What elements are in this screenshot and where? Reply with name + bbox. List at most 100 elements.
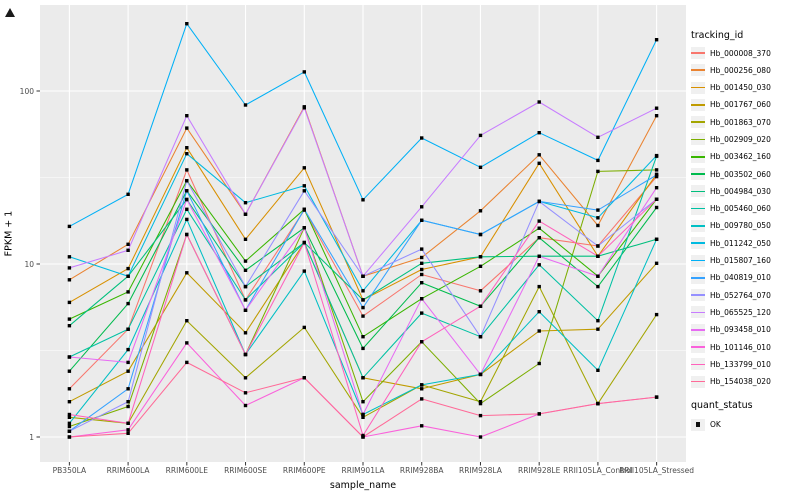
data-point bbox=[361, 346, 365, 351]
data-point bbox=[596, 401, 600, 406]
data-point bbox=[185, 360, 189, 365]
data-point bbox=[537, 284, 541, 289]
data-point bbox=[361, 298, 365, 302]
data-point bbox=[126, 428, 130, 432]
data-point bbox=[126, 421, 130, 425]
data-point bbox=[537, 361, 541, 366]
data-point bbox=[361, 335, 365, 339]
legend-label: Hb_133799_010 bbox=[710, 359, 771, 369]
legend-label: Hb_011242_050 bbox=[710, 238, 771, 248]
data-point bbox=[185, 207, 189, 211]
legend-key-line-icon bbox=[691, 104, 705, 106]
data-point bbox=[654, 38, 659, 42]
legend-label: Hb_002909_020 bbox=[710, 134, 771, 144]
legend-entry: Hb_003462_160 bbox=[691, 150, 799, 163]
data-point bbox=[420, 267, 424, 272]
data-point bbox=[67, 369, 72, 373]
data-point bbox=[126, 290, 130, 294]
data-point bbox=[420, 136, 424, 140]
legend-label: Hb_005460_060 bbox=[710, 204, 771, 214]
data-point bbox=[302, 207, 306, 211]
x-tick-label: RRIM928BA bbox=[399, 466, 444, 475]
legend-entry: Hb_001767_060 bbox=[691, 98, 799, 111]
x-tick-label: RRII105LA_Stressed bbox=[619, 466, 695, 475]
data-point bbox=[654, 312, 659, 317]
y-tick-label: 10 bbox=[24, 259, 34, 269]
data-point bbox=[596, 223, 600, 228]
data-point bbox=[478, 335, 483, 339]
legend-key bbox=[691, 116, 705, 129]
legend-label: Hb_065525_120 bbox=[710, 307, 771, 317]
data-point bbox=[126, 301, 130, 306]
data-point bbox=[654, 106, 659, 110]
data-point bbox=[478, 264, 483, 268]
legend-key bbox=[691, 254, 705, 267]
data-point bbox=[537, 412, 541, 416]
legend-key bbox=[691, 47, 705, 59]
x-tick-label: RRIM928LA bbox=[459, 466, 502, 475]
data-point bbox=[67, 424, 72, 429]
x-axis-title: sample_name bbox=[329, 480, 397, 491]
data-point bbox=[243, 268, 248, 272]
legend-entry: Hb_000256_080 bbox=[691, 64, 799, 77]
data-point bbox=[185, 179, 189, 183]
legend-key bbox=[691, 271, 705, 284]
legend-key bbox=[691, 168, 705, 181]
data-point bbox=[420, 205, 424, 209]
legend-key bbox=[691, 202, 705, 215]
data-point bbox=[126, 400, 130, 404]
data-point bbox=[185, 189, 189, 193]
y-tick-label: 100 bbox=[19, 86, 34, 96]
data-point bbox=[126, 192, 130, 196]
data-point bbox=[596, 274, 600, 278]
data-point bbox=[243, 352, 248, 357]
data-point bbox=[185, 126, 189, 130]
data-point bbox=[302, 240, 306, 245]
data-point bbox=[243, 212, 248, 216]
legend: tracking_id Hb_000008_370 Hb_000256_080 Hb… bbox=[691, 30, 799, 431]
data-point bbox=[596, 208, 600, 212]
x-tick-label: RRII105LA_Control bbox=[563, 466, 633, 475]
data-point bbox=[537, 131, 541, 135]
data-point bbox=[654, 395, 659, 399]
data-point bbox=[67, 355, 72, 359]
data-point bbox=[596, 135, 600, 139]
legend-key bbox=[691, 98, 705, 111]
x-tick-label: RRIM600SE bbox=[224, 466, 267, 475]
x-tick-label: RRIM600PE bbox=[282, 466, 326, 475]
legend-key-line-icon bbox=[691, 207, 705, 210]
data-point bbox=[67, 300, 72, 305]
data-point bbox=[361, 376, 365, 380]
legend-key-line-icon bbox=[691, 225, 705, 227]
legend-entry: Hb_093458_010 bbox=[691, 323, 799, 336]
data-point bbox=[302, 106, 306, 110]
data-point bbox=[478, 255, 483, 259]
legend-key bbox=[691, 150, 705, 163]
legend-title-quant-status: quant_status bbox=[691, 399, 753, 411]
legend-entry: Hb_001863_070 bbox=[691, 116, 799, 129]
data-point bbox=[185, 114, 189, 118]
data-point bbox=[185, 271, 189, 275]
legend-key-line-icon bbox=[691, 138, 705, 141]
data-point bbox=[420, 247, 424, 251]
data-point bbox=[654, 114, 659, 118]
data-point bbox=[537, 219, 541, 223]
data-point bbox=[243, 403, 248, 408]
legend-label: Hb_052764_070 bbox=[710, 290, 771, 300]
data-point bbox=[654, 186, 659, 190]
data-point bbox=[126, 327, 130, 331]
legend-key bbox=[691, 358, 705, 371]
legend-label: Hb_004984_030 bbox=[710, 186, 771, 196]
data-point bbox=[361, 412, 365, 417]
legend-entry: Hb_011242_050 bbox=[691, 237, 799, 250]
data-point bbox=[185, 319, 189, 323]
data-point bbox=[478, 304, 483, 308]
data-point bbox=[420, 397, 424, 401]
data-point bbox=[596, 158, 600, 163]
data-point bbox=[243, 376, 248, 380]
data-point bbox=[302, 376, 306, 380]
data-point bbox=[478, 401, 483, 406]
quant-status-entry: OK bbox=[691, 418, 799, 431]
legend-entry: Hb_154038_020 bbox=[691, 375, 799, 388]
legend-entry: Hb_005460_060 bbox=[691, 202, 799, 215]
